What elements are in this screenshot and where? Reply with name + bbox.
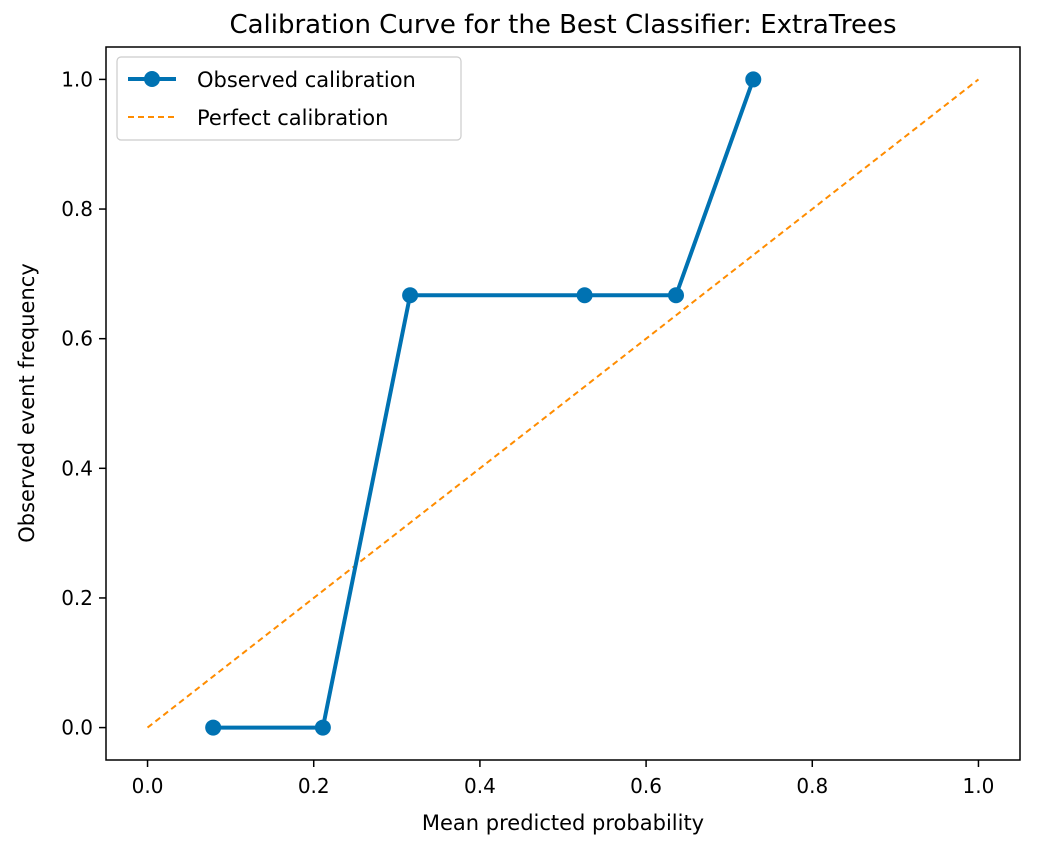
- y-tick-label: 0.0: [61, 716, 93, 740]
- legend: Observed calibration Perfect calibration: [116, 56, 462, 141]
- legend-box: [116, 56, 462, 141]
- observed-point: [402, 287, 419, 304]
- y-tick-label: 0.2: [61, 586, 93, 610]
- observed-point: [745, 71, 762, 88]
- series-observed-calibration-line: [213, 78, 756, 730]
- chart-title: Calibration Curve for the Best Classifie…: [229, 10, 896, 40]
- legend-label-perfect: Perfect calibration: [197, 106, 388, 130]
- x-tick-label: 0.0: [132, 774, 164, 798]
- legend-marker-observed: [144, 71, 160, 87]
- y-tick-label: 0.4: [61, 456, 93, 480]
- y-tick-label: 0.8: [61, 197, 93, 221]
- y-tick-label: 0.6: [61, 327, 93, 351]
- y-axis: 0.0 0.2 0.4 0.6 0.8 1.0: [61, 67, 106, 740]
- series-perfect-calibration-line: [146, 78, 980, 729]
- x-tick-label: 0.2: [298, 774, 330, 798]
- x-tick-label: 0.6: [630, 774, 662, 798]
- y-tick-label: 1.0: [61, 67, 93, 91]
- observed-point: [668, 287, 685, 304]
- x-axis: 0.0 0.2 0.4 0.6 0.8 1.0: [132, 760, 995, 798]
- x-tick-label: 0.4: [464, 774, 496, 798]
- observed-point: [314, 719, 331, 736]
- x-axis-label: Mean predicted probability: [422, 811, 704, 835]
- legend-label-observed: Observed calibration: [197, 68, 416, 92]
- x-tick-label: 1.0: [963, 774, 995, 798]
- x-tick-label: 0.8: [796, 774, 828, 798]
- observed-point: [205, 719, 222, 736]
- plot-frame: [105, 46, 1021, 761]
- observed-point: [576, 287, 593, 304]
- y-axis-label: Observed event frequency: [15, 263, 39, 543]
- plot-area: [146, 71, 980, 736]
